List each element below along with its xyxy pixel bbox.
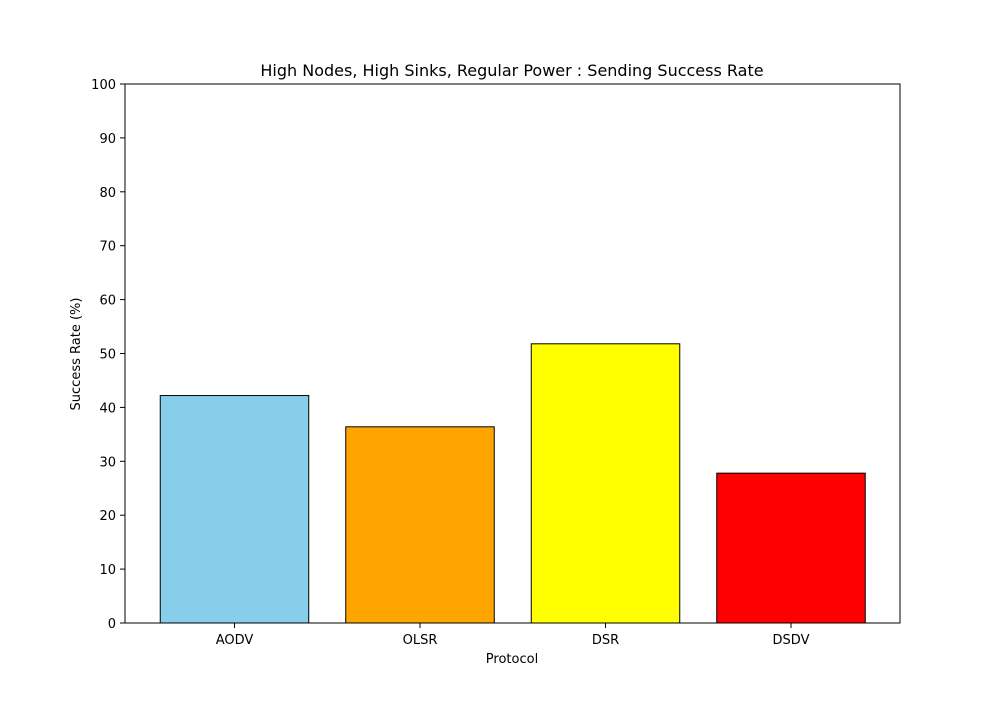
x-tick-label: DSR: [592, 633, 619, 648]
y-tick-label: 90: [99, 132, 116, 147]
y-tick-label: 70: [99, 240, 116, 255]
bar-aodv: [159, 395, 310, 624]
bar-dsr: [530, 343, 681, 624]
y-tick-label: 30: [99, 455, 116, 470]
x-ticks-group: AODV OLSR DSR DSDV: [216, 623, 810, 648]
y-tick-label: 100: [91, 78, 116, 93]
y-tick-label: 20: [99, 509, 116, 524]
x-tick-label: DSDV: [773, 633, 810, 648]
y-tick-label: 50: [99, 348, 116, 363]
plot-frame: [124, 83, 901, 624]
y-tick-label: 60: [99, 294, 116, 309]
y-axis-label: Success Rate (%): [69, 298, 84, 411]
y-tick-label: 0: [108, 617, 116, 632]
y-ticks-group: 0 10 20 30 40 50 60 70 80 90 100: [91, 78, 125, 632]
x-tick-label: OLSR: [403, 633, 438, 648]
bars-group: [159, 343, 866, 624]
y-tick-label: 40: [99, 401, 116, 416]
y-tick-label: 10: [99, 563, 116, 578]
y-tick-label: 80: [99, 186, 116, 201]
x-axis-label: Protocol: [486, 652, 538, 667]
x-tick-label: AODV: [216, 633, 254, 648]
chart-title: High Nodes, High Sinks, Regular Power : …: [260, 61, 763, 80]
bar-olsr: [345, 426, 495, 624]
bar-dsdv: [716, 472, 866, 624]
